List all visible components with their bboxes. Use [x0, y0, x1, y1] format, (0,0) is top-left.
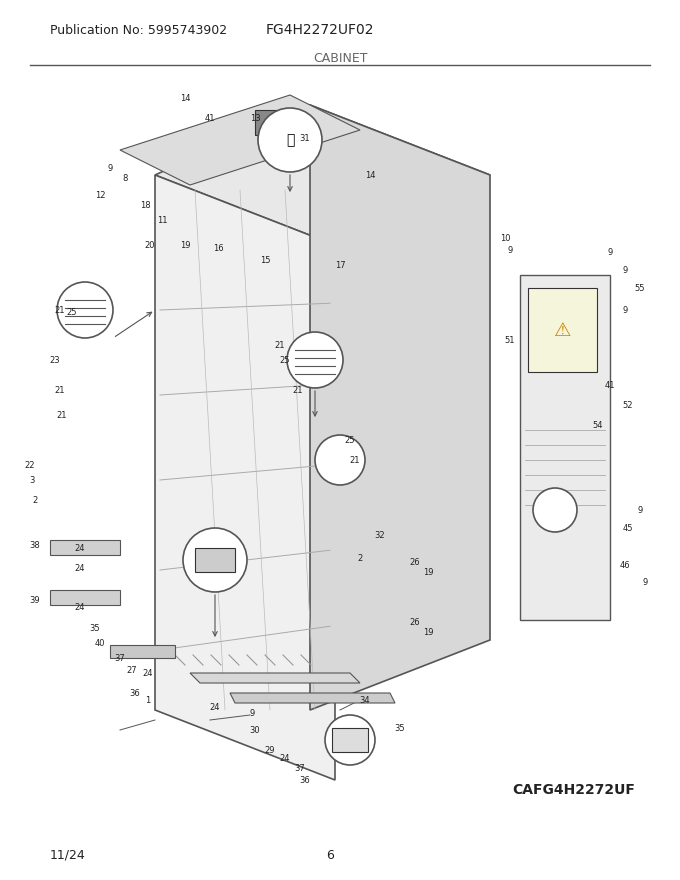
Text: 9: 9: [250, 708, 254, 717]
Polygon shape: [50, 590, 120, 605]
Text: 41: 41: [605, 380, 615, 390]
Text: 10: 10: [500, 233, 510, 243]
Text: 11: 11: [157, 216, 167, 224]
Text: 24: 24: [75, 603, 85, 612]
Text: 2: 2: [358, 554, 362, 562]
Text: 25: 25: [345, 436, 355, 444]
Text: 12: 12: [95, 190, 105, 200]
Text: 34: 34: [360, 695, 371, 705]
Text: 14: 14: [180, 93, 190, 102]
Text: CAFG4H2272UF: CAFG4H2272UF: [512, 783, 635, 797]
Text: 21: 21: [293, 385, 303, 394]
Text: 24: 24: [75, 563, 85, 573]
Text: 35: 35: [394, 723, 405, 732]
Text: 🔲: 🔲: [286, 133, 294, 147]
Text: 25: 25: [67, 307, 78, 317]
Text: 9: 9: [622, 266, 628, 275]
Text: 36: 36: [130, 688, 140, 698]
Text: 54: 54: [593, 421, 603, 429]
Polygon shape: [110, 645, 175, 658]
Text: 9: 9: [507, 246, 513, 254]
Polygon shape: [520, 275, 610, 620]
Text: CABINET: CABINET: [313, 52, 367, 64]
Circle shape: [258, 108, 322, 172]
Circle shape: [315, 435, 365, 485]
Text: 2: 2: [33, 495, 37, 504]
Text: 24: 24: [279, 753, 290, 762]
Text: 31: 31: [300, 134, 310, 143]
Text: 11/24: 11/24: [50, 848, 86, 862]
Text: Publication No: 5995743902: Publication No: 5995743902: [50, 24, 227, 36]
Polygon shape: [155, 105, 490, 245]
Bar: [195, 548, 235, 572]
Text: 21: 21: [275, 341, 285, 349]
Circle shape: [183, 528, 247, 592]
Text: 9: 9: [637, 505, 643, 515]
Text: 17: 17: [335, 260, 345, 269]
Polygon shape: [230, 693, 395, 703]
Text: 32: 32: [375, 531, 386, 539]
Polygon shape: [120, 95, 360, 185]
Text: 6: 6: [326, 848, 334, 862]
Text: 21: 21: [55, 305, 65, 314]
Text: 21: 21: [55, 385, 65, 394]
Text: ⚠: ⚠: [554, 320, 572, 340]
Text: 9: 9: [643, 577, 647, 586]
Text: 52: 52: [623, 400, 633, 409]
Circle shape: [287, 332, 343, 388]
Circle shape: [533, 488, 577, 532]
Polygon shape: [190, 673, 360, 683]
Bar: [255, 110, 285, 135]
Text: 37: 37: [115, 654, 125, 663]
Text: 13: 13: [250, 114, 260, 122]
Text: 35: 35: [90, 624, 101, 633]
Text: 36: 36: [300, 775, 310, 784]
Bar: [332, 728, 368, 752]
Text: 55: 55: [634, 283, 645, 292]
Text: 15: 15: [260, 255, 270, 265]
Text: 51: 51: [505, 335, 515, 344]
Text: 39: 39: [30, 596, 40, 605]
Text: 24: 24: [209, 702, 220, 712]
Text: 20: 20: [145, 240, 155, 250]
Text: 45: 45: [623, 524, 633, 532]
Text: 26: 26: [409, 558, 420, 567]
Text: 29: 29: [265, 745, 275, 754]
Text: 37: 37: [294, 764, 305, 773]
Text: 9: 9: [607, 247, 613, 256]
Circle shape: [57, 282, 113, 338]
Text: 1: 1: [146, 695, 151, 705]
Text: 8: 8: [122, 173, 128, 182]
Text: 46: 46: [619, 561, 630, 569]
Text: 30: 30: [250, 725, 260, 735]
Text: 14: 14: [364, 171, 375, 180]
Text: 41: 41: [205, 114, 216, 122]
Text: 27: 27: [126, 665, 137, 674]
Text: 40: 40: [95, 639, 105, 648]
Text: FG4H2272UF02: FG4H2272UF02: [266, 23, 374, 37]
Text: 18: 18: [139, 201, 150, 209]
Text: 9: 9: [622, 305, 628, 314]
Text: 24: 24: [143, 669, 153, 678]
Text: 19: 19: [180, 240, 190, 250]
Polygon shape: [155, 175, 335, 780]
Text: 19: 19: [423, 627, 433, 636]
Text: 23: 23: [50, 356, 61, 364]
Text: 16: 16: [213, 244, 223, 253]
Polygon shape: [50, 540, 120, 555]
Text: 26: 26: [409, 618, 420, 627]
Text: 21: 21: [56, 410, 67, 420]
Text: 25: 25: [279, 356, 290, 364]
Text: 9: 9: [107, 164, 113, 172]
Text: 19: 19: [423, 568, 433, 576]
Text: 21: 21: [350, 456, 360, 465]
Text: 22: 22: [24, 460, 35, 470]
FancyBboxPatch shape: [528, 288, 597, 372]
Circle shape: [325, 715, 375, 765]
Text: 38: 38: [30, 540, 40, 549]
Text: 24: 24: [75, 544, 85, 553]
Polygon shape: [310, 105, 490, 710]
Text: 3: 3: [29, 475, 35, 485]
